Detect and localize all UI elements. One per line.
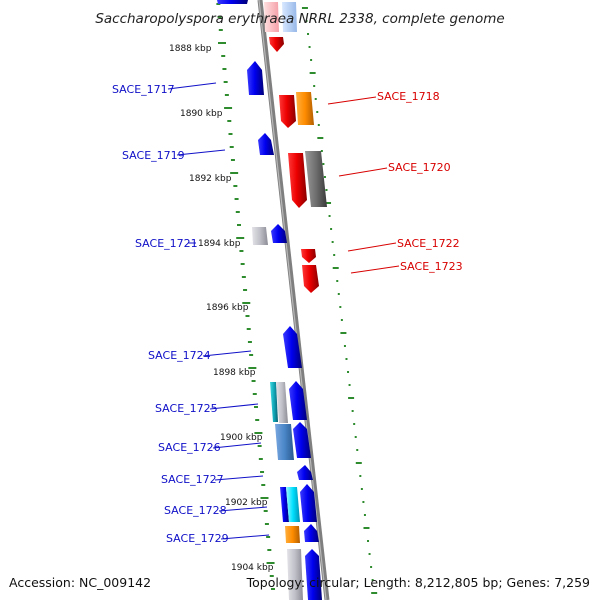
gene-top-paleblue[interactable]: [282, 2, 297, 32]
gene-top-blue[interactable]: [217, 0, 248, 4]
gene-sace-1725-gray[interactable]: [276, 382, 288, 423]
reverse-genes: [217, 0, 322, 600]
gene-sace-1721[interactable]: [271, 224, 287, 243]
gene-sace-1720-a[interactable]: [288, 153, 307, 208]
gene-sace-1720-b[interactable]: [305, 151, 327, 207]
gene-sace-1724[interactable]: [283, 326, 302, 368]
genome-summary-text: Topology: circular; Length: 8,212,805 bp…: [246, 575, 590, 590]
gene-sace-1719[interactable]: [258, 133, 274, 155]
gene-sace-1718-a[interactable]: [279, 95, 296, 128]
tick-label: 1894 kbp: [198, 239, 241, 249]
gene-label-sace-1725[interactable]: SACE_1725: [155, 402, 218, 415]
genome-backbone: [257, 0, 330, 600]
gene-sace-1718-b[interactable]: [296, 92, 314, 125]
accession-text: Accession: NC_009142: [9, 575, 152, 590]
inner-tick-track: [216, 3, 275, 590]
gene-top-pink[interactable]: [264, 2, 279, 32]
gene-sace-1726-steel[interactable]: [275, 424, 294, 460]
gene-sace-1723[interactable]: [302, 265, 319, 293]
gene-label-sace-1721[interactable]: SACE_1721: [135, 237, 198, 250]
gene-label-sace-1728[interactable]: SACE_1728: [164, 504, 227, 517]
gene-sace-1726[interactable]: [293, 422, 311, 458]
tick-label: 1902 kbp: [225, 498, 268, 508]
outer-dot-track: [301, 7, 378, 594]
label-connectors: [167, 82, 400, 540]
gene-sace-1725-teal[interactable]: [270, 382, 278, 422]
gene-label-sace-1722[interactable]: SACE_1722: [397, 237, 460, 250]
kbp-tick-labels: 1888 kbp 1890 kbp 1892 kbp 1894 kbp 1896…: [169, 44, 274, 573]
tick-label: 1890 kbp: [180, 109, 223, 119]
gene-label-sace-1718[interactable]: SACE_1718: [377, 90, 440, 103]
gene-sace-1722[interactable]: [301, 249, 316, 263]
gene-sace-1729[interactable]: [304, 524, 319, 542]
tick-label: 1904 kbp: [231, 563, 274, 573]
tick-label: 1888 kbp: [169, 44, 212, 54]
tick-label: 1896 kbp: [206, 303, 249, 313]
gene-sace-1721-gray[interactable]: [252, 227, 268, 245]
gene-sace-1729-orange[interactable]: [285, 526, 300, 543]
gene-label-sace-1720[interactable]: SACE_1720: [388, 161, 451, 174]
gene-sace-1725[interactable]: [289, 381, 307, 420]
gene-label-sace-1729[interactable]: SACE_1729: [166, 532, 229, 545]
gene-label-sace-1723[interactable]: SACE_1723: [400, 260, 463, 273]
gene-label-sace-1717[interactable]: SACE_1717: [112, 83, 175, 96]
tick-label: 1900 kbp: [220, 433, 263, 443]
gene-sace-1728[interactable]: [300, 484, 317, 522]
gene-label-sace-1724[interactable]: SACE_1724: [148, 349, 211, 362]
gene-bottom-gray[interactable]: [287, 549, 303, 600]
gene-label-sace-1726[interactable]: SACE_1726: [158, 441, 221, 454]
gene-sace-1728-cyan[interactable]: [286, 487, 300, 522]
forward-genes: [264, 2, 327, 293]
gene-label-sace-1719[interactable]: SACE_1719: [122, 149, 185, 162]
gene-label-sace-1727[interactable]: SACE_1727: [161, 473, 224, 486]
gene-sace-1727[interactable]: [297, 465, 313, 480]
gene-top-red[interactable]: [269, 37, 284, 52]
gene-labels: SACE_1717 SACE_1718 SACE_1719 SACE_1720 …: [112, 83, 463, 545]
map-title: Saccharopolyspora erythraea NRRL 2338, c…: [95, 11, 504, 27]
tick-label: 1892 kbp: [189, 174, 232, 184]
gene-bottom-blue[interactable]: [305, 549, 322, 600]
tick-label: 1898 kbp: [213, 368, 256, 378]
gene-sace-1717[interactable]: [247, 61, 264, 95]
genome-backbone-highlight: [258, 0, 327, 600]
